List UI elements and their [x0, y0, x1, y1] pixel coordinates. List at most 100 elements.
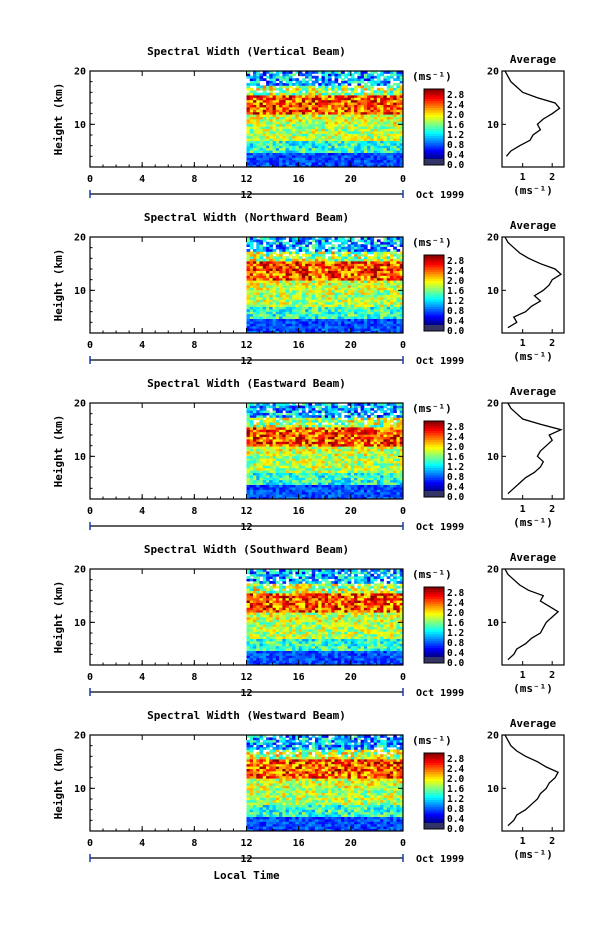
heatmap-cell: [269, 162, 273, 165]
heatmap-cell: [249, 487, 254, 490]
heatmap-cell: [279, 133, 283, 137]
heatmap-cell: [376, 109, 381, 113]
heatmap-cell: [318, 150, 322, 153]
heatmap-cell: [396, 78, 401, 81]
heatmap-cell: [363, 133, 368, 137]
heatmap-cell: [249, 309, 254, 312]
heatmap-cell: [380, 150, 384, 153]
heatmap-cell: [334, 316, 339, 319]
heatmap-cell: [295, 460, 300, 464]
heatmap-cell: [337, 323, 342, 327]
heatmap-cell: [337, 311, 342, 315]
heatmap-cell: [318, 261, 322, 264]
heatmap-cell: [328, 494, 332, 497]
heatmap-cell: [288, 415, 293, 418]
heatmap-cell: [334, 143, 339, 146]
heatmap-cell: [334, 436, 339, 440]
heatmap-cell: [246, 159, 251, 163]
heatmap-cell: [328, 304, 332, 307]
heatmap-cell: [295, 443, 300, 447]
heatmap-cell: [357, 80, 362, 84]
heatmap-cell: [288, 111, 293, 115]
heatmap-cell: [288, 470, 293, 473]
colorbar-tick-label: 1.6: [447, 120, 464, 131]
heatmap-cell: [266, 268, 270, 271]
heatmap-cell: [341, 289, 345, 293]
heatmap-cell: [386, 306, 391, 310]
heatmap-cell: [376, 104, 381, 108]
average-x-tick-label: 2: [549, 172, 555, 183]
heatmap-cell: [246, 323, 251, 327]
heatmap-cell: [334, 152, 339, 156]
heatmap-cell: [380, 162, 384, 165]
heatmap-cell: [249, 427, 254, 430]
heatmap-cell: [256, 107, 260, 110]
heatmap-cell: [370, 244, 375, 247]
heatmap-cell: [386, 109, 391, 113]
heatmap-cell: [337, 313, 342, 317]
heatmap-cell: [275, 253, 280, 257]
heatmap-cell: [292, 138, 296, 141]
heatmap-cell: [337, 147, 342, 151]
heatmap-cell: [373, 256, 378, 259]
heatmap-cell: [347, 325, 352, 329]
heatmap-cell: [266, 299, 270, 303]
heatmap-cell: [334, 417, 339, 421]
heatmap-cell: [350, 316, 355, 319]
heatmap-cell: [246, 453, 251, 457]
heatmap-cell: [318, 147, 322, 151]
heatmap-cell: [357, 140, 362, 144]
heatmap-cell: [350, 301, 355, 305]
heatmap-cell: [275, 143, 280, 146]
heatmap-cell: [386, 299, 391, 303]
heatmap-cell: [295, 92, 300, 96]
heatmap-cell: [249, 436, 254, 440]
heatmap-cell: [347, 92, 352, 96]
heatmap-cell: [373, 306, 378, 310]
heatmap-cell: [253, 128, 257, 132]
heatmap-cell: [275, 441, 280, 445]
heatmap-cell: [363, 147, 368, 151]
heatmap-cell: [262, 297, 267, 300]
heatmap-cell: [266, 287, 270, 291]
heatmap-cell: [363, 328, 368, 331]
heatmap-cell: [393, 121, 397, 125]
heatmap-cell: [350, 121, 355, 125]
heatmap-cell: [363, 164, 368, 168]
heatmap-cell: [311, 143, 316, 146]
heatmap-cell: [393, 138, 397, 141]
heatmap-cell: [318, 280, 322, 283]
colorbar-segment: [424, 140, 444, 144]
heatmap-cell: [321, 138, 326, 141]
heatmap-cell: [308, 270, 313, 274]
heatmap-cell: [301, 434, 306, 437]
heatmap-cell: [399, 318, 404, 322]
heatmap-cell: [275, 475, 280, 478]
heatmap-cell: [360, 265, 365, 269]
heatmap-cell: [399, 321, 404, 324]
heatmap-cell: [308, 443, 313, 447]
heatmap-cell: [390, 263, 394, 267]
average-profile-line: [504, 70, 561, 157]
heatmap-cell: [341, 285, 345, 288]
heatmap-cell: [383, 107, 388, 110]
heatmap-cell: [328, 83, 332, 86]
colorbar-segment: [424, 259, 444, 263]
heatmap-cell: [393, 321, 397, 324]
heatmap-cell: [396, 237, 401, 240]
heatmap-cell: [324, 489, 329, 493]
heatmap-cell: [396, 265, 401, 269]
heatmap-cell: [315, 458, 319, 461]
heatmap-cell: [311, 258, 316, 262]
heatmap-cell: [334, 97, 339, 101]
heatmap-cell: [311, 71, 316, 74]
heatmap-cell: [262, 237, 267, 240]
heatmap-cell: [350, 268, 355, 271]
heatmap-cell: [272, 446, 277, 449]
heatmap-cell: [272, 472, 277, 476]
heatmap-cell: [331, 477, 335, 481]
heatmap-cell: [383, 292, 388, 295]
heatmap-cell: [259, 422, 264, 425]
heatmap-cell: [328, 97, 332, 101]
heatmap-cell: [266, 446, 270, 449]
